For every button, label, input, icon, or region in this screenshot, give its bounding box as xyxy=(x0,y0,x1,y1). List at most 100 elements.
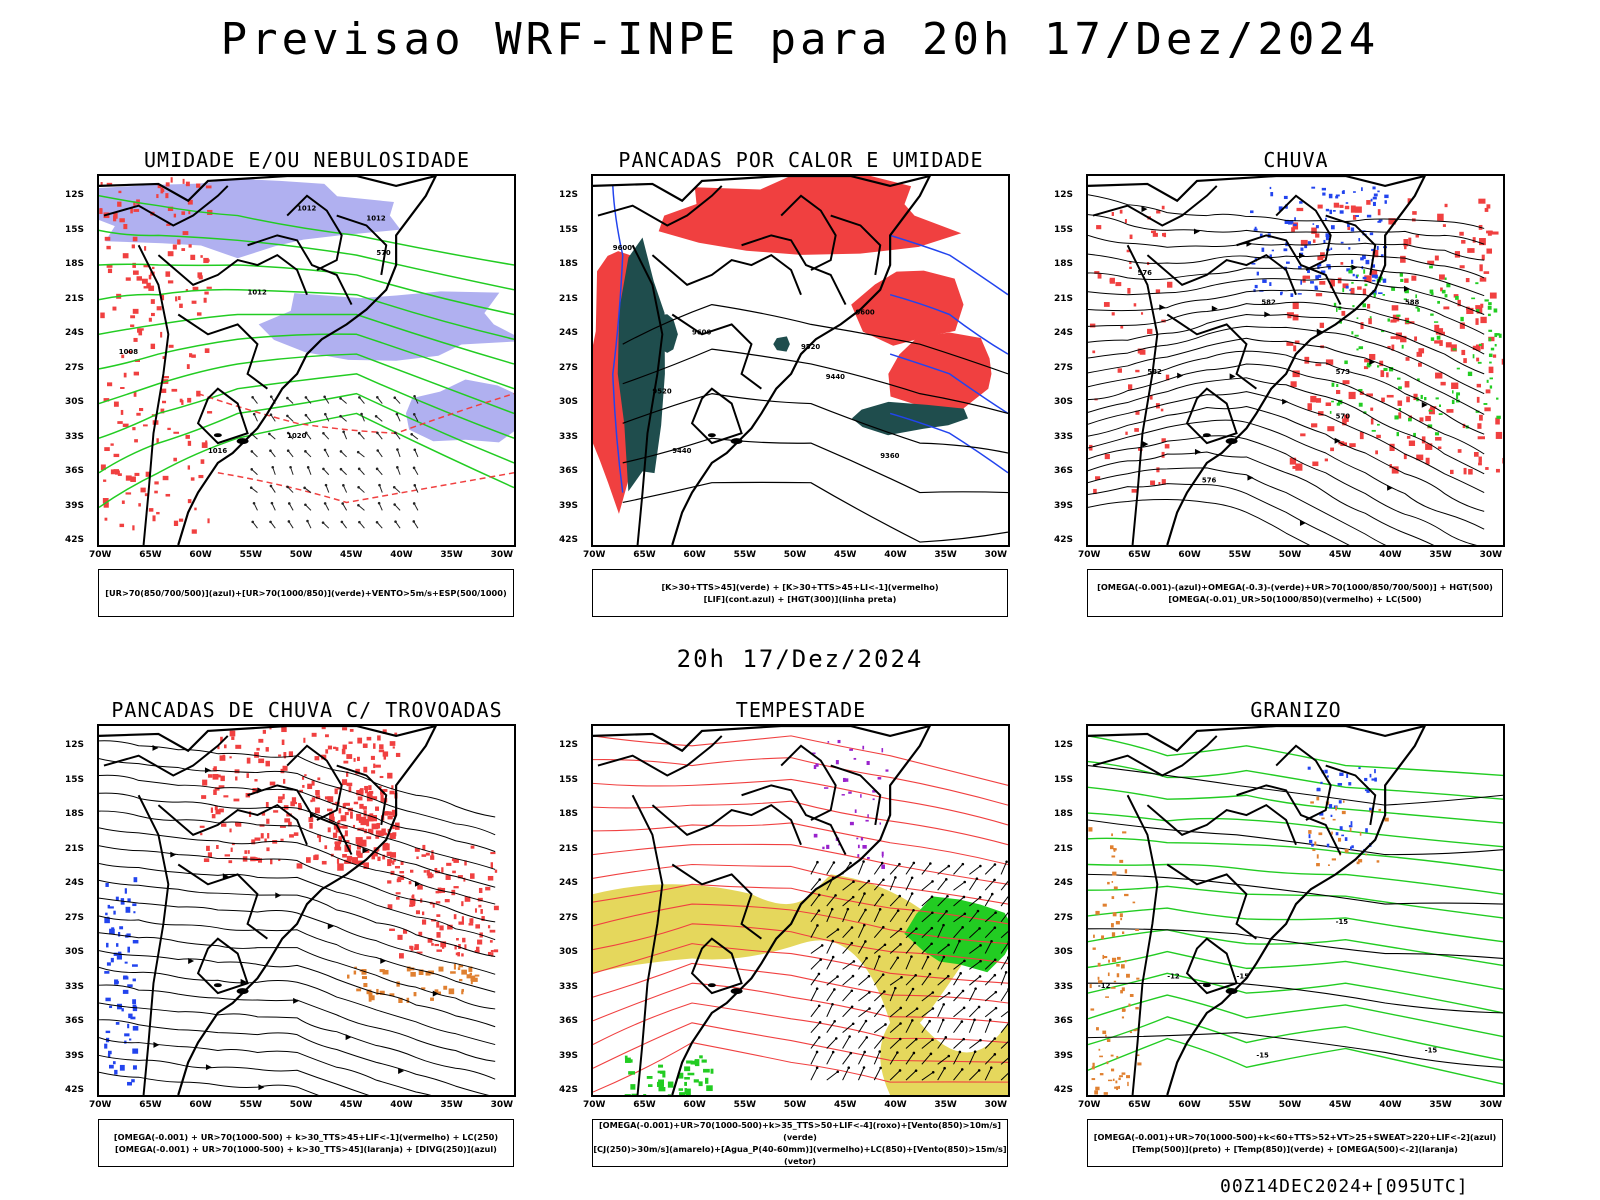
speck xyxy=(1300,239,1308,246)
speck xyxy=(371,796,378,800)
legend-line: [K>30+TTS>45](verde) + [K>30+TTS>45+LI<-… xyxy=(661,582,939,592)
country-border xyxy=(247,784,353,856)
speck xyxy=(1337,782,1343,786)
speck xyxy=(459,978,463,982)
wind-vector-head xyxy=(287,502,291,505)
speck xyxy=(387,811,391,815)
streamline-arrow xyxy=(1229,373,1236,380)
speck xyxy=(1307,766,1311,770)
speck xyxy=(1480,303,1484,308)
speck xyxy=(148,285,155,291)
speck xyxy=(1408,440,1416,446)
speck xyxy=(430,855,435,860)
speck xyxy=(366,818,370,827)
speck xyxy=(244,850,247,854)
country-border xyxy=(830,764,882,826)
wind-vector-head xyxy=(878,955,881,958)
wind-vector-head xyxy=(249,486,253,490)
lat-tick-label: 36S xyxy=(1054,466,1074,476)
wind-vector-head xyxy=(815,987,819,990)
wind-vector xyxy=(873,944,886,954)
speck xyxy=(357,756,360,762)
wind-vector-head xyxy=(990,892,994,896)
lat-tick-label: 12S xyxy=(65,740,85,750)
lon-tick-label: 40W xyxy=(884,550,907,560)
wind-vector xyxy=(937,910,947,923)
speck xyxy=(1322,192,1326,196)
speck xyxy=(1337,399,1343,405)
speck xyxy=(270,858,273,865)
speck xyxy=(1377,365,1380,368)
speck xyxy=(1356,348,1359,351)
wind-vector xyxy=(889,987,896,1002)
speck xyxy=(1475,309,1480,313)
speck xyxy=(346,754,353,759)
speck xyxy=(458,964,464,968)
country-border xyxy=(1275,744,1332,821)
speck xyxy=(1485,467,1489,470)
contour-label: 9440 xyxy=(672,447,691,455)
wind-vector xyxy=(969,944,981,954)
speck xyxy=(1488,302,1492,306)
speck xyxy=(1491,231,1499,235)
speck xyxy=(477,897,483,902)
speck xyxy=(389,741,396,746)
lon-tick-label: 55W xyxy=(239,550,263,560)
speck xyxy=(151,266,155,270)
wind-vector-head xyxy=(943,1066,946,1070)
lat-tick-label: 15S xyxy=(559,224,579,235)
speck xyxy=(854,809,857,813)
wind-vector xyxy=(305,504,312,511)
wind-vector xyxy=(937,992,950,1002)
speck xyxy=(1363,269,1366,274)
speck xyxy=(161,294,165,301)
speck xyxy=(265,760,270,767)
lat-tick-label: 12S xyxy=(1054,190,1074,200)
streamline-arrow xyxy=(414,880,421,887)
wind-vector-head xyxy=(912,1051,916,1055)
wind-vector xyxy=(1000,957,1008,970)
wind-vector-head xyxy=(851,895,855,899)
precipitable-water-contour xyxy=(593,1002,1008,1046)
speck xyxy=(1137,1062,1142,1066)
wind-vector-head xyxy=(394,431,397,435)
speck xyxy=(368,791,372,796)
speck xyxy=(126,933,131,938)
speck xyxy=(157,184,162,189)
legend-line: [OMEGA(-0.001) + UR>70(1000-500) + k>30_… xyxy=(115,1144,497,1154)
streamline-arrow xyxy=(1159,304,1166,311)
speck xyxy=(200,832,203,836)
speck xyxy=(1124,219,1127,223)
speck xyxy=(1127,287,1131,294)
country-border xyxy=(671,863,762,940)
speck xyxy=(396,981,400,987)
speck xyxy=(120,387,125,389)
speck xyxy=(1405,357,1410,361)
lake xyxy=(213,983,222,988)
speck xyxy=(258,738,264,743)
speck xyxy=(307,783,313,790)
speck xyxy=(364,788,369,794)
wind-vector-head xyxy=(850,926,854,929)
speck xyxy=(235,822,242,827)
speck xyxy=(477,939,483,945)
speck xyxy=(1399,272,1403,277)
speck xyxy=(220,736,223,743)
speck xyxy=(277,796,284,800)
wind-vector xyxy=(324,414,330,422)
wind-vector-head xyxy=(929,1052,933,1056)
speck xyxy=(129,1038,132,1041)
shade-region xyxy=(617,237,665,492)
wind-vector-head xyxy=(376,396,379,399)
speck xyxy=(311,797,316,802)
contour-label: 1012 xyxy=(248,289,267,297)
speck xyxy=(150,299,155,304)
speck xyxy=(392,860,395,865)
speck xyxy=(1483,403,1488,405)
speck xyxy=(457,952,461,957)
speck xyxy=(1304,356,1310,364)
speck xyxy=(427,938,433,943)
speck xyxy=(857,854,860,858)
wind-vector xyxy=(304,487,312,493)
precipitable-water-contour xyxy=(593,1041,1008,1093)
